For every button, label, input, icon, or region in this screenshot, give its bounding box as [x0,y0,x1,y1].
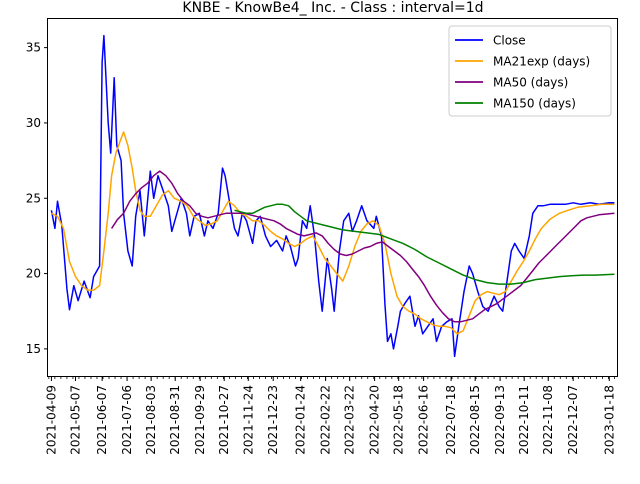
x-tick-label-2: 2021-06-07 [95,385,109,455]
legend-label-3: MA150 (days) [493,97,576,111]
x-tick-label-7: 2021-10-27 [217,385,231,455]
y-tick-label-0: 15 [26,342,41,356]
legend: Close MA21exp (days) MA50 (days) MA150 (day… [448,25,612,117]
x-tick-label-21: 2022-12-07 [566,385,580,455]
x-tick-label-20: 2022-11-08 [541,385,555,455]
y-axis: 15 20 25 30 35 [26,41,48,356]
legend-label-1: MA21exp (days) [493,55,590,69]
x-tick-label-12: 2022-03-22 [343,385,357,455]
x-tick-label-22: 2023-01-18 [602,385,616,455]
series-layer [50,34,615,358]
x-tick-label-13: 2022-04-20 [368,385,382,455]
y-tick-label-4: 35 [26,41,41,55]
y-tick-label-2: 25 [26,191,41,205]
x-tick-label-4: 2021-08-03 [144,385,158,455]
legend-label-2: MA50 (days) [493,76,568,90]
x-tick-label-5: 2021-08-31 [168,385,182,455]
x-tick-label-9: 2021-12-23 [266,385,280,455]
x-tick-label-15: 2022-06-16 [417,385,431,455]
x-tick-label-8: 2021-11-24 [241,385,255,455]
x-tick-label-16: 2022-07-18 [444,385,458,455]
legend-label-0: Close [493,34,526,48]
x-tick-label-3: 2021-07-06 [120,385,134,455]
plot-frame [47,18,618,377]
x-axis: 2021-04-09 2021-05-07 2021-06-07 2021-07-06… [44,376,616,455]
series-line-0 [50,34,615,358]
series-line-3 [234,203,615,285]
chart-title: KNBE - KnowBe4_ Inc. - Class : interval=… [182,0,483,16]
x-tick-label-0: 2021-04-09 [44,385,58,455]
x-tick-label-11: 2022-02-22 [319,385,333,455]
legend-box [448,25,612,117]
y-tick-label-1: 20 [26,267,41,281]
x-tick-label-10: 2022-01-24 [294,385,308,455]
series-line-1 [51,131,615,335]
x-tick-label-1: 2021-05-07 [69,385,83,455]
x-tick-label-18: 2022-09-13 [493,385,507,455]
y-tick-label-3: 30 [26,116,41,130]
x-tick-label-19: 2022-10-11 [517,385,531,455]
x-tick-label-14: 2022-05-18 [392,385,406,455]
x-tick-label-17: 2022-08-15 [468,385,482,455]
x-tick-label-6: 2021-09-29 [193,385,207,455]
